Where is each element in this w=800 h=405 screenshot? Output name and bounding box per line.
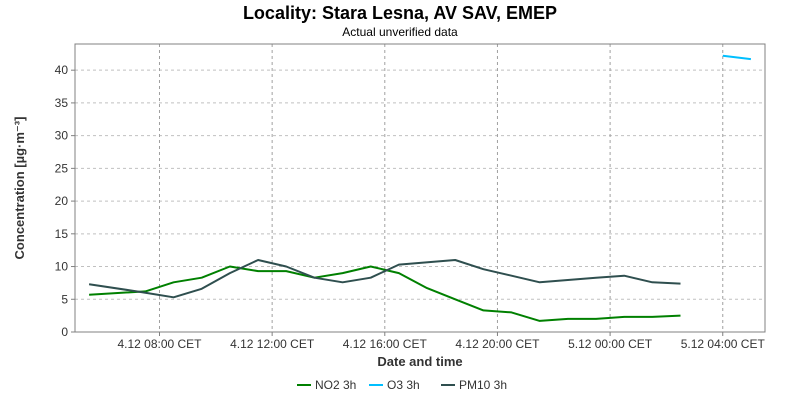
- series-line-pm10-3h: [88, 259, 681, 299]
- x-axis: 4.12 08:00 CET 4.12 12:00 CET 4.12 16:00 C…: [117, 332, 765, 351]
- x-tick-label: 4.12 16:00 CET: [343, 337, 428, 351]
- x-tick-label: 4.12 12:00 CET: [230, 337, 315, 351]
- chart-title: Locality: Stara Lesna, AV SAV, EMEP: [243, 3, 557, 23]
- chart-subtitle: Actual unverified data: [342, 25, 458, 39]
- series-lines: [88, 54, 752, 322]
- plot-area: [74, 43, 766, 333]
- y-tick-label: 20: [55, 194, 69, 208]
- x-tick-label: 4.12 08:00 CET: [117, 337, 202, 351]
- series-line-no2-3h: [89, 265, 681, 322]
- legend: NO2 3h O3 3h PM10 3h: [297, 378, 507, 392]
- y-tick-label: 30: [55, 129, 69, 143]
- legend-label: NO2 3h: [315, 378, 356, 392]
- x-tick-label: 5.12 04:00 CET: [681, 337, 766, 351]
- series-line-o3-3h: [722, 54, 752, 61]
- y-axis: 0 5 10 15 20 25 30 35 40: [55, 63, 75, 339]
- legend-label: PM10 3h: [459, 378, 507, 392]
- y-tick-label: 15: [55, 227, 69, 241]
- y-axis-label: Concentration [µg·m⁻³]: [12, 117, 27, 260]
- y-tick-label: 0: [61, 325, 68, 339]
- grid: [75, 44, 765, 332]
- x-axis-label: Date and time: [377, 354, 462, 369]
- y-tick-label: 10: [55, 260, 69, 274]
- y-tick-label: 25: [55, 161, 69, 175]
- y-tick-label: 5: [61, 292, 68, 306]
- legend-label: O3 3h: [387, 378, 420, 392]
- x-tick-label: 5.12 00:00 CET: [568, 337, 653, 351]
- x-tick-label: 4.12 20:00 CET: [455, 337, 540, 351]
- y-tick-label: 40: [55, 63, 69, 77]
- y-tick-label: 35: [55, 96, 69, 110]
